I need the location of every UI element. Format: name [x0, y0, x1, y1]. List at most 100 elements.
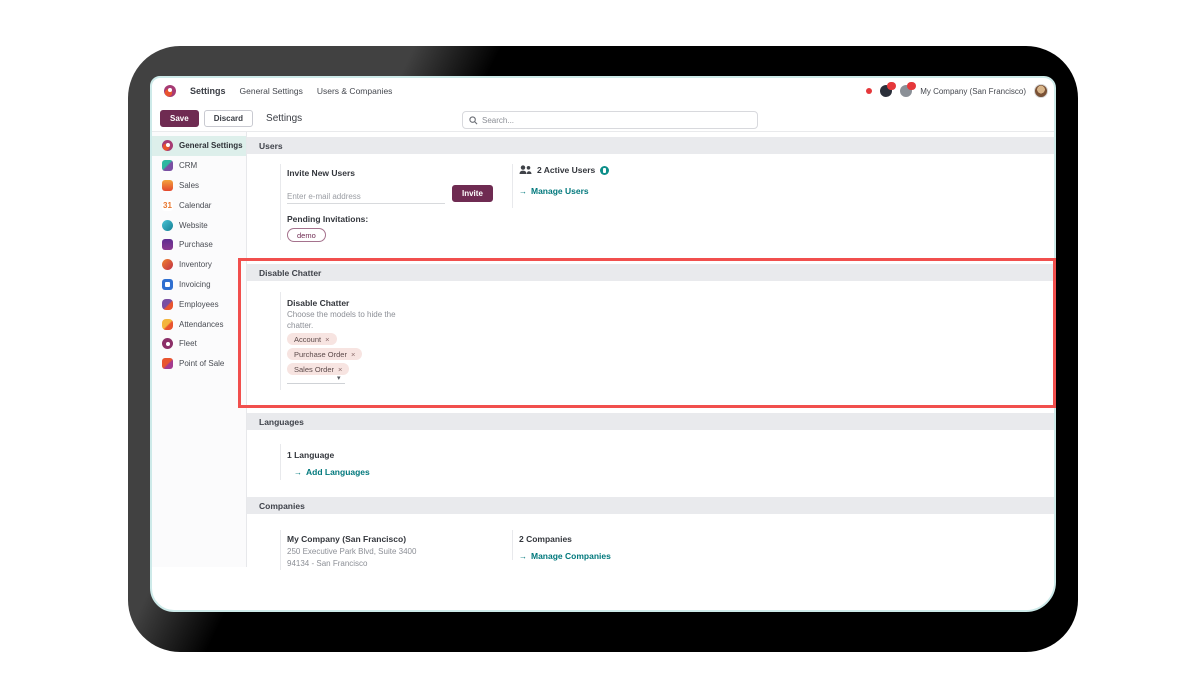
sidebar-item-label: Fleet [179, 339, 197, 349]
inventory-app-icon [162, 259, 173, 271]
sales-app-icon [162, 179, 173, 191]
invoicing-app-icon [162, 278, 173, 290]
sidebar-item-website[interactable]: Website [152, 215, 246, 235]
sidebar-item-attendances[interactable]: Attendances [152, 314, 246, 334]
tag-remove-icon[interactable]: × [325, 334, 330, 344]
sidebar-item-fleet[interactable]: Fleet [152, 334, 246, 354]
sidebar-item-label: General Settings [179, 141, 243, 151]
discard-button[interactable]: Discard [203, 110, 254, 127]
column-divider [280, 292, 281, 390]
odoo-window: Settings General Settings Users & Compan… [150, 76, 1056, 612]
tag-label: Sales Order [294, 364, 335, 374]
sidebar-item-label: Website [179, 220, 208, 230]
tag-remove-icon[interactable]: × [338, 364, 343, 374]
calendar-app-icon: 31 [162, 199, 173, 211]
column-divider [280, 444, 281, 480]
model-tag-purchase-order[interactable]: Purchase Order × [287, 348, 363, 360]
sidebar-item-label: Sales [179, 180, 200, 190]
disable-chatter-section-header: Disable Chatter [247, 264, 1054, 281]
crm-app-icon [162, 160, 173, 172]
device-frame: Settings General Settings Users & Compan… [128, 46, 1078, 652]
user-avatar[interactable] [1034, 84, 1048, 98]
sidebar-item-purchase[interactable]: Purchase [152, 235, 246, 255]
annotation-box [238, 258, 1056, 408]
pending-invitation-tag[interactable]: demo [287, 228, 326, 242]
fleet-app-icon [162, 338, 173, 350]
link-label: Manage Users [531, 186, 589, 196]
sidebar-item-label: Point of Sale [179, 359, 225, 369]
sidebar-item-crm[interactable]: CRM [152, 156, 246, 176]
employees-app-icon [162, 298, 173, 310]
column-divider [512, 530, 513, 560]
sidebar-item-general-settings[interactable]: General Settings [152, 136, 246, 156]
company-address-line2: 94134 - San Francisco [287, 559, 368, 568]
invite-button[interactable]: Invite [452, 185, 493, 202]
breadcrumb: Settings [266, 113, 303, 124]
column-divider [280, 164, 281, 240]
invite-email-input[interactable] [287, 190, 445, 204]
info-icon [600, 165, 610, 175]
website-app-icon [162, 219, 173, 231]
sidebar-item-inventory[interactable]: Inventory [152, 255, 246, 275]
settings-sidebar: General Settings CRM Sales 31 Calendar [152, 132, 247, 567]
tag-label: Purchase Order [294, 349, 347, 359]
invite-new-users-label: Invite New Users [287, 168, 356, 178]
chevron-down-icon[interactable]: ▾ [337, 375, 341, 382]
menu-general-settings[interactable]: General Settings [239, 86, 303, 96]
notification-dot-icon [866, 88, 873, 94]
app-menu-settings[interactable]: Settings [190, 86, 226, 96]
models-input-underline[interactable] [287, 383, 345, 384]
sidebar-item-label: CRM [179, 161, 198, 171]
sidebar-item-label: Calendar [179, 200, 212, 210]
column-divider [512, 164, 513, 208]
settings-content: Users Invite New Users Invite Pending In… [247, 132, 1054, 610]
sidebar-item-label: Employees [179, 299, 219, 309]
messages-icon[interactable] [880, 82, 897, 97]
sidebar-item-label: Attendances [179, 319, 224, 329]
model-tag-sales-order[interactable]: Sales Order × [287, 363, 350, 375]
pending-invitations-label: Pending Invitations: [287, 214, 369, 224]
messages-badge [887, 82, 897, 90]
manage-companies-link[interactable]: → Manage Companies [519, 551, 611, 561]
companies-section-header: Companies [247, 497, 1054, 514]
company-address-line1: 250 Executive Park Blvd, Suite 3400 [287, 547, 417, 556]
disable-chatter-description: Choose the models to hide the chatter. [287, 310, 396, 330]
arrow-icon: → [519, 186, 527, 196]
sidebar-item-label: Inventory [179, 260, 212, 270]
sidebar-item-label: Invoicing [179, 279, 211, 289]
point-of-sale-app-icon [162, 358, 173, 370]
search-icon [469, 115, 478, 124]
save-button[interactable]: Save [160, 110, 199, 127]
search-input[interactable] [482, 115, 751, 125]
sidebar-item-label: Purchase [179, 240, 213, 250]
company-switcher[interactable]: My Company (San Francisco) [920, 86, 1026, 96]
search-box[interactable] [462, 111, 758, 129]
general-settings-app-icon [162, 140, 173, 152]
link-label: Add Languages [306, 467, 370, 477]
menu-users-companies[interactable]: Users & Companies [316, 86, 393, 96]
sidebar-item-calendar[interactable]: 31 Calendar [152, 195, 246, 215]
company-name: My Company (San Francisco) [287, 534, 407, 544]
activities-badge [907, 82, 917, 90]
languages-section-header: Languages [247, 413, 1054, 430]
odoo-logo-icon[interactable] [164, 85, 176, 97]
manage-users-link[interactable]: → Manage Users [519, 186, 589, 196]
activities-icon[interactable] [900, 82, 917, 97]
sidebar-item-sales[interactable]: Sales [152, 176, 246, 196]
sidebar-item-point-of-sale[interactable]: Point of Sale [152, 354, 246, 374]
link-label: Manage Companies [531, 551, 611, 561]
model-tag-account[interactable]: Account × [287, 333, 337, 345]
tag-label: Account [294, 334, 322, 344]
column-divider [280, 530, 281, 570]
users-section-header: Users [247, 137, 1054, 154]
active-users-count: 2 Active Users [537, 165, 596, 175]
control-bar: Save Discard Settings [152, 107, 1054, 132]
add-languages-link[interactable]: → Add Languages [294, 467, 370, 477]
sidebar-item-employees[interactable]: Employees [152, 294, 246, 314]
sidebar-item-invoicing[interactable]: Invoicing [152, 275, 246, 295]
tag-remove-icon[interactable]: × [350, 349, 356, 359]
attendances-app-icon [162, 318, 173, 330]
arrow-icon: → [294, 467, 302, 477]
disable-chatter-label: Disable Chatter [287, 298, 350, 308]
